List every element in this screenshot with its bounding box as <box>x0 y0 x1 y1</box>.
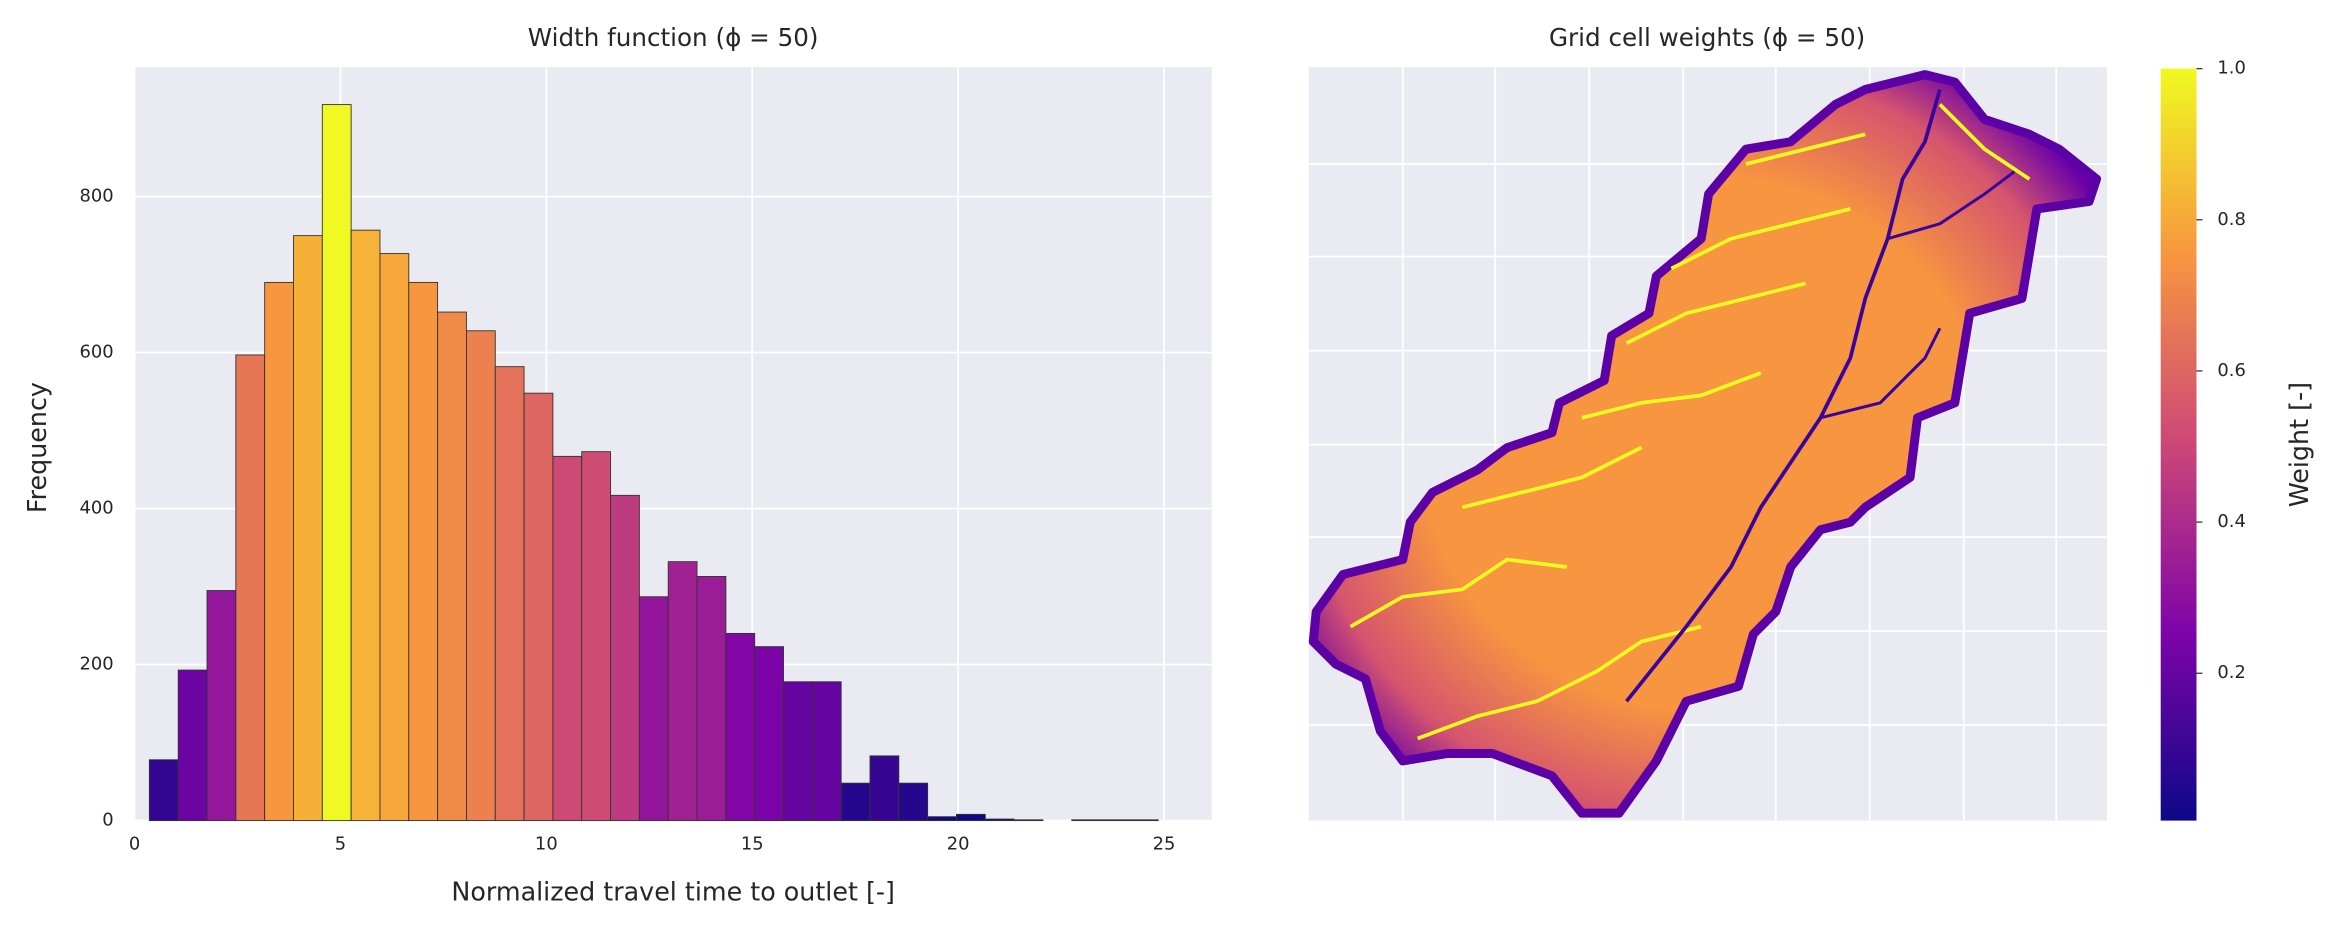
bar <box>235 354 266 822</box>
colorbar-tick-label: 0.4 <box>2217 511 2245 532</box>
bar <box>638 596 669 822</box>
stream <box>1938 103 2031 181</box>
y-tick-label: 400 <box>79 498 113 519</box>
basin-shape <box>1308 70 2102 818</box>
bar <box>783 681 813 822</box>
bar <box>494 366 525 822</box>
stream <box>1625 281 1807 345</box>
bar <box>754 646 784 822</box>
bar <box>437 311 467 822</box>
colorbar <box>2160 68 2197 821</box>
stream <box>1745 132 1866 166</box>
colorbar-tick-label: 0.6 <box>2217 360 2245 381</box>
bar <box>696 576 727 822</box>
y-tick-label: 600 <box>79 342 113 363</box>
bar <box>177 669 208 822</box>
bar <box>148 759 179 822</box>
bar <box>321 104 352 822</box>
bar <box>956 813 986 822</box>
stream <box>1581 371 1762 420</box>
stream <box>1417 624 1702 741</box>
bar <box>840 782 871 822</box>
x-tick-label: 25 <box>1153 833 1176 854</box>
colorbar-tick-label: 1.0 <box>2217 58 2245 79</box>
x-tick-label: 15 <box>741 833 764 854</box>
chart-title: Width function (ϕ = 50) <box>528 23 819 52</box>
x-tick-label: 20 <box>947 833 970 854</box>
bar <box>1100 819 1130 822</box>
main-channel <box>1625 89 1942 703</box>
bar <box>725 632 756 822</box>
x-tick-label: 0 <box>129 833 140 854</box>
colorbar-tick-label: 0.2 <box>2217 662 2245 683</box>
stream <box>1461 445 1643 510</box>
bar <box>811 681 842 822</box>
bar <box>1128 819 1159 822</box>
bar <box>379 253 410 822</box>
bar <box>206 590 237 822</box>
bar <box>408 281 439 822</box>
stream <box>1670 207 1851 271</box>
y-tick-label: 0 <box>102 810 113 831</box>
bar <box>898 782 929 822</box>
bar <box>552 455 583 822</box>
bar <box>264 281 294 822</box>
bar <box>293 235 323 822</box>
colorbar-tick-label: 0.8 <box>2217 209 2245 230</box>
bar <box>1071 819 1102 822</box>
bar <box>581 451 612 822</box>
bar <box>927 816 957 822</box>
x-tick-label: 5 <box>335 833 346 854</box>
x-axis-label: Normalized travel time to outlet [-] <box>451 877 895 907</box>
bar <box>523 392 554 822</box>
y-tick-label: 200 <box>79 654 113 675</box>
bar <box>350 229 381 822</box>
high-weight-streams <box>1349 103 2031 741</box>
bar <box>465 330 496 822</box>
tributary <box>1887 170 2016 241</box>
bar <box>610 494 640 822</box>
x-tick-label: 10 <box>535 833 558 854</box>
colorbar-label: Weight [-] <box>2284 382 2314 507</box>
bar <box>1013 819 1044 822</box>
basin-map <box>1308 70 2102 818</box>
chart-title: Grid cell weights (ϕ = 50) <box>1549 23 1865 52</box>
bar <box>869 755 900 822</box>
bar <box>984 818 1015 822</box>
y-axis-label: Frequency <box>22 382 52 513</box>
stream <box>1349 557 1568 629</box>
bar <box>667 561 698 822</box>
y-tick-label: 800 <box>79 186 113 207</box>
tributary <box>1820 327 1942 420</box>
